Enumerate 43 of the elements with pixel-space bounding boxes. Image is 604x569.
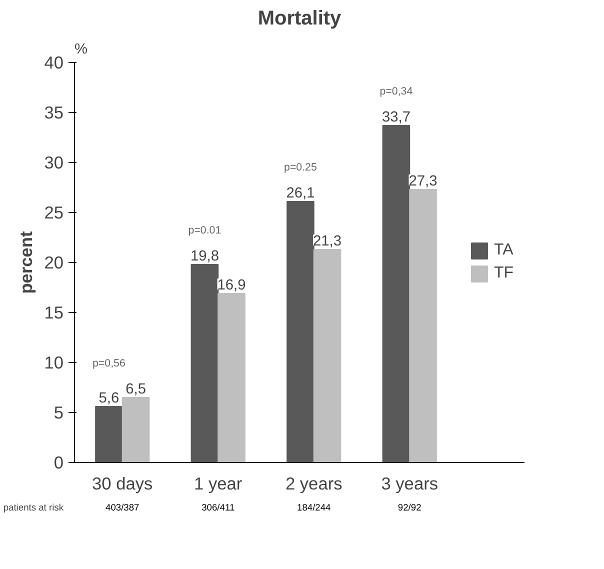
bar [218,293,246,462]
bar [122,397,150,462]
y-tick-label: 40 [44,52,64,72]
y-tick-label: 10 [44,352,64,372]
data-label: 19,8 [190,248,219,264]
data-label: 16,9 [217,278,246,294]
text: 403/387 [106,502,140,512]
legend-label: TF [494,264,514,282]
data-label: 5,6 [98,390,120,406]
data-label: 21,3 [313,234,342,250]
data-label: 6,5 [126,382,146,398]
text: 92/92 [398,502,422,512]
annotation: p=0.01 [188,224,222,236]
annotation: p=0,34 [380,86,413,98]
x-tick-label: 3 years [381,474,438,494]
y-tick-label: 15 [44,302,64,322]
y-tick-label: 25 [44,202,64,222]
y-tick-label: 30 [44,152,64,172]
chart-title: Mortality [258,8,342,30]
x-tick-label: 30 days [92,474,154,494]
y-tick-label: 20 [44,252,64,272]
text: patients at risk [3,502,64,512]
data-label: 33,7 [382,110,410,126]
data-label: 27,3 [408,174,438,190]
text: 306/411 [202,502,235,512]
bar [95,406,123,462]
bar [313,249,342,462]
bar [382,125,410,462]
y-axis-title: percent [16,230,36,294]
data-label: 26,1 [286,186,315,202]
y-tick-label: 0 [54,452,64,472]
bar [190,264,219,462]
text: % [74,42,88,58]
y-tick-label: 5 [54,402,64,422]
annotation: p=0,56 [92,358,126,370]
bar [409,189,437,462]
text: 184/244 [297,502,331,512]
x-tick-label: 1 year [194,474,242,494]
legend-label: TA [494,242,514,260]
annotation: p=0.25 [284,162,317,174]
x-tick-label: 2 years [285,474,343,494]
bar [286,201,314,462]
y-tick-label: 35 [44,102,64,122]
